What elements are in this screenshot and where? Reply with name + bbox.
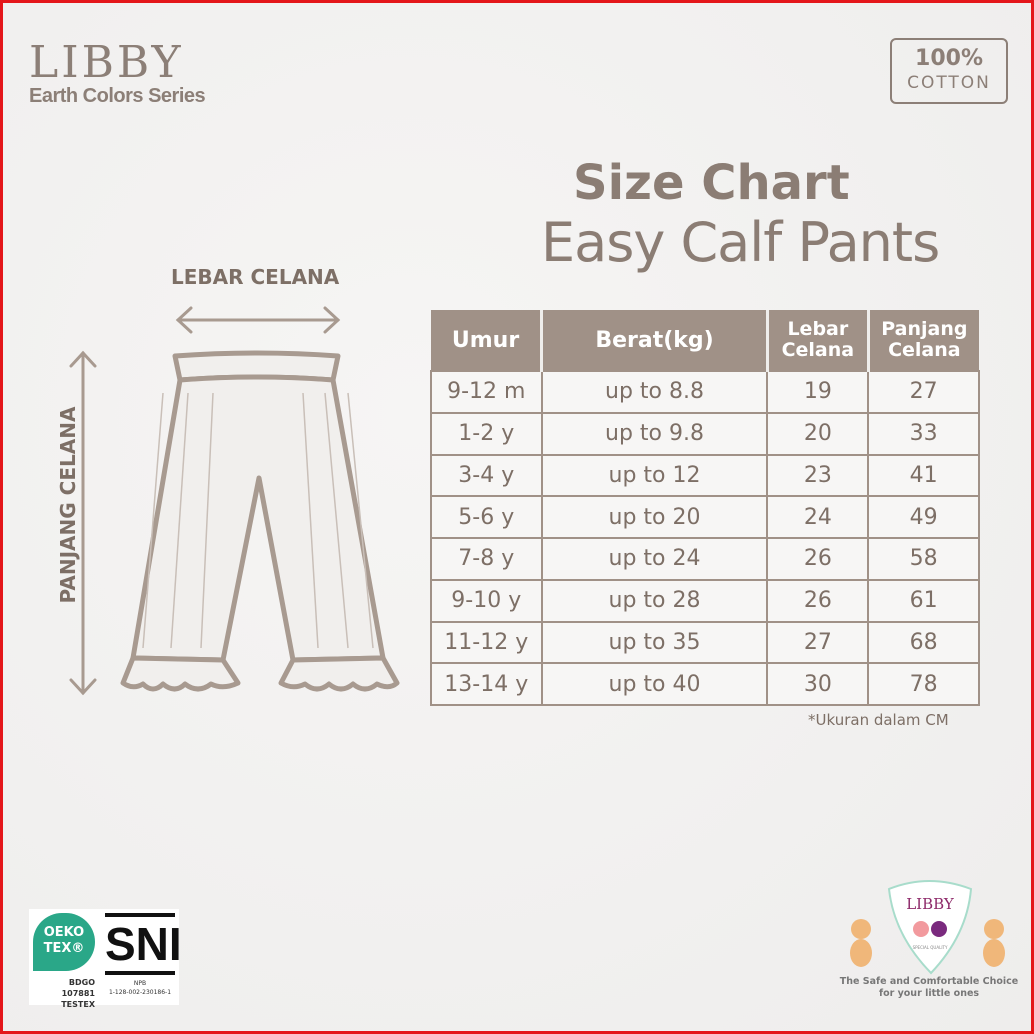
teddy-bear-icon	[983, 919, 1005, 967]
width-label: LEBAR CELANA	[171, 265, 340, 289]
table-cell: 13-14 y	[430, 662, 543, 706]
table-cell: 11-12 y	[430, 620, 543, 665]
column-header: Panjang Celana	[868, 310, 979, 371]
libby-shield-icon	[850, 880, 1005, 975]
npb-code: 1-128-002-230186-1	[108, 989, 172, 996]
badge-percent: 100%	[915, 46, 983, 71]
table-row: 9-12 m up to 8.8 19 27	[430, 370, 980, 414]
table-row: 1-2 y up to 9.8 20 33	[430, 411, 980, 456]
table-row: 3-4 y up to 12 23 41	[430, 453, 980, 498]
table-cell: 27	[867, 370, 980, 414]
table-cell: 20	[766, 411, 870, 456]
column-header: Lebar Celana	[767, 310, 870, 371]
oeko-org: TESTEX	[61, 1000, 95, 1009]
libby-logo-name: LIBBY	[906, 895, 954, 913]
cotton-badge: 100% COTTON	[890, 38, 1008, 104]
table-cell: 1-2 y	[430, 411, 543, 456]
table-row: 7-8 y up to 24 26 58	[430, 537, 980, 581]
pants-diagram	[69, 306, 400, 696]
size-table: Umur Berat(kg) Lebar Celana Panjang Celana …	[430, 310, 980, 706]
certification-logos: OEKO TEX® BDGO 107881 TESTEX SNI NPB 1-12…	[29, 909, 182, 1009]
sni-logo: SNI	[105, 913, 182, 975]
width-arrow-icon	[175, 306, 341, 334]
table-cell: up to 28	[540, 578, 769, 623]
table-row: 9-10 y up to 28 26 61	[430, 578, 980, 623]
table-cell: 61	[867, 578, 980, 623]
table-cell: 41	[867, 453, 980, 498]
table-cell: 58	[867, 537, 980, 581]
table-row: 13-14 y up to 40 30 78	[430, 662, 980, 706]
table-cell: up to 8.8	[540, 370, 769, 414]
table-cell: 30	[766, 662, 870, 706]
table-cell: up to 40	[540, 662, 769, 706]
table-cell: 26	[766, 537, 870, 581]
table-cell: 78	[867, 662, 980, 706]
oeko-code: BDGO 107881	[61, 978, 95, 998]
table-cell: 68	[867, 620, 980, 665]
tagline-line1: The Safe and Comfortable Choice	[839, 976, 1019, 987]
table-cell: up to 35	[540, 620, 769, 665]
table-row: 5-6 y up to 20 24 49	[430, 495, 980, 539]
column-header: Umur	[431, 310, 544, 371]
oeko-tex-logo: OEKO TEX®	[33, 913, 95, 971]
table-cell: up to 9.8	[540, 411, 769, 456]
libby-quality-logo: LIBBY SPECIAL QUALITY The Safe and Comfo…	[839, 865, 1019, 1005]
page-title: Size Chart	[573, 155, 850, 211]
table-cell: up to 24	[540, 537, 769, 581]
table-cell: 27	[766, 620, 870, 665]
table-cell: up to 12	[540, 453, 769, 498]
badge-label: COTTON	[907, 73, 991, 93]
product-title: Easy Calf Pants	[541, 211, 940, 274]
table-row: 11-12 y up to 35 27 68	[430, 620, 980, 665]
length-arrow-icon	[69, 350, 97, 696]
table-cell: 3-4 y	[430, 453, 543, 498]
table-cell: 9-10 y	[430, 578, 543, 623]
table-cell: up to 20	[540, 495, 769, 539]
table-cell: 7-8 y	[430, 537, 543, 581]
table-cell: 24	[766, 495, 870, 539]
brand-series: Earth Colors Series	[29, 85, 206, 107]
libby-quality: SPECIAL QUALITY	[912, 945, 948, 950]
npb-label: NPB	[133, 980, 147, 987]
tagline-line2: for your little ones	[878, 988, 980, 999]
table-cell: 33	[867, 411, 980, 456]
table-cell: 5-6 y	[430, 495, 543, 539]
column-header: Berat(kg)	[541, 310, 769, 371]
brand-logo: LIBBY Earth Colors Series	[29, 37, 206, 108]
table-cell: 26	[766, 578, 870, 623]
brand-name: LIBBY	[29, 37, 184, 88]
table-cell: 23	[766, 453, 870, 498]
unit-note: *Ukuran dalam CM	[808, 711, 949, 729]
teddy-bear-icon	[850, 919, 872, 967]
table-cell: 49	[867, 495, 980, 539]
table-cell: 9-12 m	[430, 370, 543, 414]
table-cell: 19	[766, 370, 870, 414]
